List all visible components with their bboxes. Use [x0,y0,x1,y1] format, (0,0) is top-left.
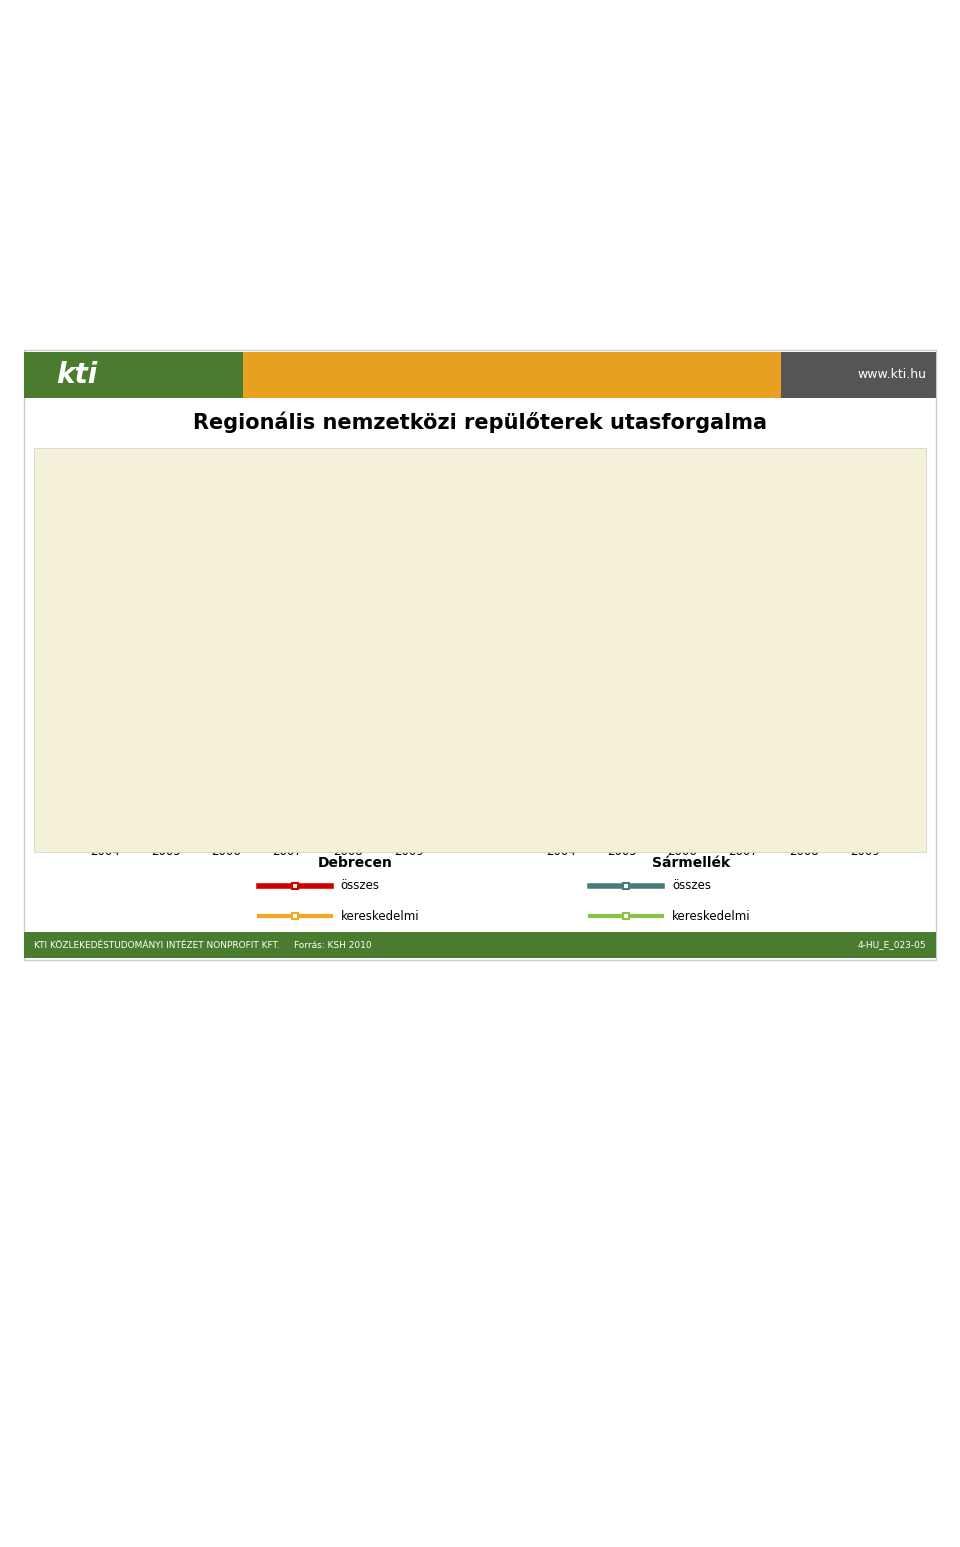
Text: kti: kti [57,360,97,388]
Text: Sármellék: Sármellék [652,855,731,869]
Text: 4-HU_E_023-05: 4-HU_E_023-05 [858,941,926,950]
Text: KTI KÖZLEKEDÉSTUDOMÁNYI INTÉZET NONPROFIT KFT.     Forrás: KSH 2010: KTI KÖZLEKEDÉSTUDOMÁNYI INTÉZET NONPROFI… [34,941,372,950]
Title: Érkező és induló utasok száma
(fő): Érkező és induló utasok száma (fő) [166,469,348,497]
Text: kereskedelmi: kereskedelmi [672,910,751,924]
Text: Regionális nemzetközi repülőterek utasforgalma: Regionális nemzetközi repülőterek utasfo… [193,412,767,433]
Text: kereskedelmi: kereskedelmi [341,910,420,924]
Text: összes: összes [341,879,380,893]
Text: Debrecen: Debrecen [318,855,393,869]
Text: www.kti.hu: www.kti.hu [857,368,926,382]
Title: Érkező és induló járatok száma
(darab): Érkező és induló járatok száma (darab) [621,467,804,497]
Text: összes: összes [672,879,711,893]
